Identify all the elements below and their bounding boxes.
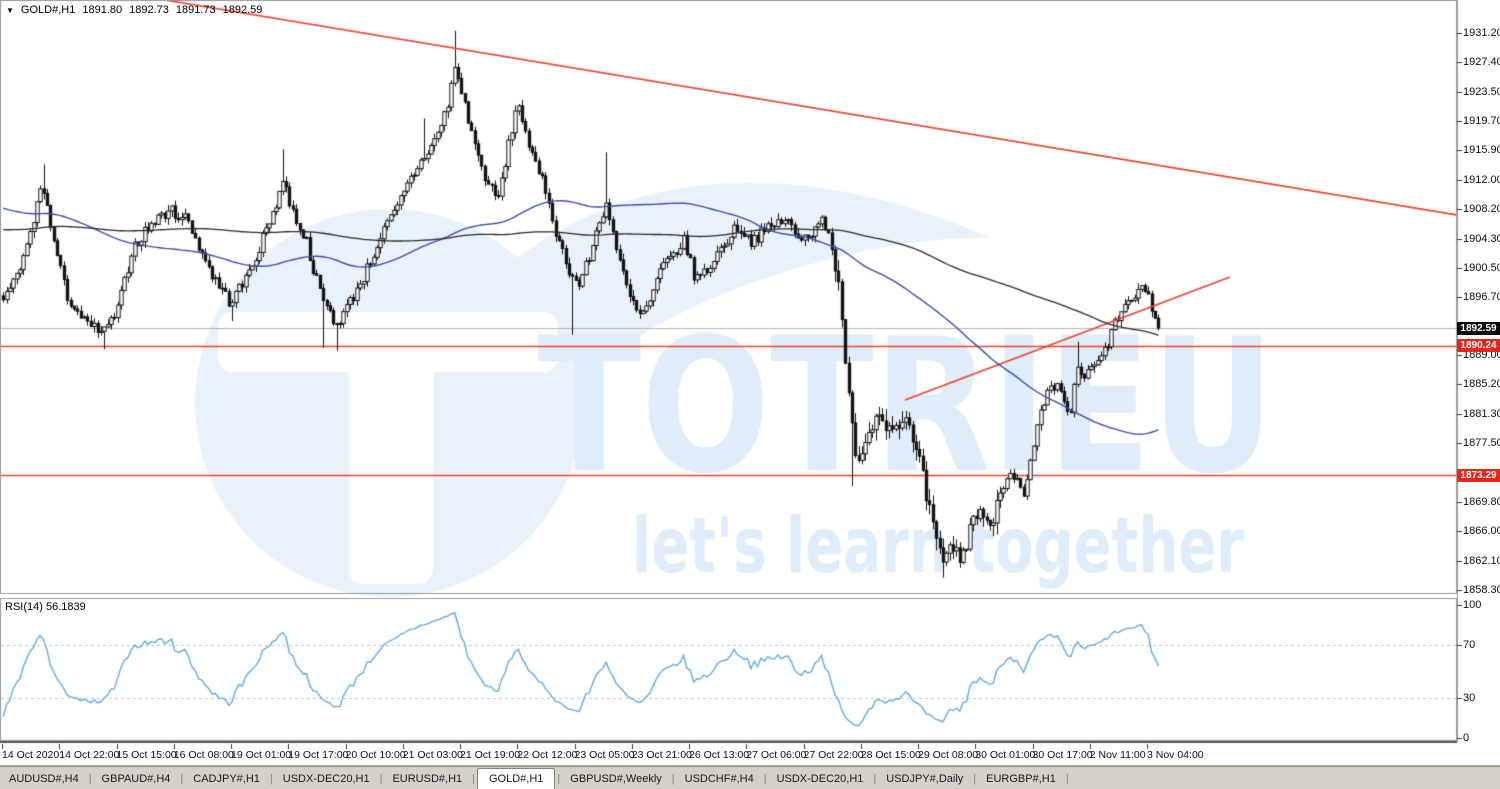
time-tick-label: 30 Oct 01:00 (975, 749, 1036, 761)
bar-close-value: 1892.59 (222, 4, 263, 16)
symbol-dropdown-icon[interactable]: ▼ (6, 5, 14, 15)
price-tick-label: 1908.20 (1463, 202, 1500, 215)
price-marker-1873.29: 1873.29 (1457, 468, 1500, 482)
tab-eurgbp-h1[interactable]: EURGBP#,H1 (986, 772, 1056, 785)
tab-gbpaud-h4[interactable]: GBPAUD#,H4 (101, 772, 171, 785)
price-tick-label: 1877.50 (1463, 437, 1500, 450)
rsi-tick-label: 30 (1463, 692, 1476, 705)
time-tick-label: 21 Oct 19:00 (460, 749, 521, 761)
rsi-tick-label: 100 (1463, 599, 1482, 611)
time-tick-label: 30 Oct 17:00 (1032, 749, 1093, 761)
time-tick-label: 16 Oct 08:00 (173, 749, 234, 761)
rsi-tick-label: 70 (1463, 638, 1476, 651)
time-tick-label: 15 Oct 15:00 (116, 749, 177, 761)
tab-usdjpy-daily[interactable]: USDJPY#,Daily (886, 772, 964, 785)
tab-gold-h1[interactable]: GOLD#,H1 (477, 767, 556, 789)
tab-separator: | (180, 772, 184, 785)
time-tick-label: 23 Oct 21:00 (631, 749, 692, 761)
price-tick-label: 1900.50 (1463, 261, 1500, 274)
price-tick-label: 1862.10 (1463, 554, 1500, 567)
time-tick-label: 21 Oct 03:00 (402, 749, 463, 761)
tab-separator: | (472, 772, 475, 785)
tab-cadjpy-h1[interactable]: CADJPY#,H1 (193, 772, 260, 785)
price-tick-label: 1885.20 (1463, 378, 1500, 391)
price-tick-label: 1923.50 (1463, 85, 1500, 98)
tab-separator: | (671, 772, 675, 785)
time-tick-label: 27 Oct 06:00 (746, 749, 807, 761)
time-tick-label: 23 Oct 05:00 (574, 749, 635, 761)
bar-high-value: 1892.73 (129, 4, 169, 16)
rsi-indicator-value: 56.1839 (45, 601, 86, 613)
tab-eurusd-h1[interactable]: EURUSD#,H1 (392, 772, 463, 785)
chart-tab-bar: AUDUSD#,H4 | GBPAUD#,H4 | CADJPY#,H1 | USDX-DE… (0, 766, 1500, 789)
price-tick-label: 1931.20 (1463, 27, 1500, 39)
rsi-indicator-name: RSI(14) (5, 601, 43, 613)
price-tick-label: 1904.30 (1463, 232, 1500, 245)
tab-usdchf-h4[interactable]: USDCHF#,H4 (684, 772, 754, 785)
price-tick-label: 1912.00 (1463, 173, 1500, 186)
tab-separator: | (269, 772, 273, 785)
time-tick-label: 19 Oct 17:00 (288, 749, 349, 761)
price-tick-label: 1866.00 (1463, 525, 1500, 538)
tab-separator: | (379, 772, 383, 785)
tab-separator: | (557, 772, 561, 785)
time-tick-label: 26 Oct 13:00 (689, 749, 750, 761)
tab-usdx-dec20-h1[interactable]: USDX-DEC20,H1 (282, 772, 370, 785)
time-tick-label: 27 Oct 22:00 (803, 749, 864, 761)
price-chart-pane[interactable] (0, 0, 1457, 593)
tab-separator: | (1065, 772, 1069, 785)
time-tick-label: 20 Oct 10:00 (345, 749, 406, 761)
price-axis[interactable] (1457, 0, 1500, 742)
price-tick-label: 1915.90 (1463, 143, 1500, 156)
symbol-header: ▼ GOLD#,H1 1891.80 1892.73 1891.73 1892.… (6, 4, 262, 16)
price-tick-label: 1869.80 (1463, 496, 1500, 509)
time-tick-label: 28 Oct 15:00 (860, 749, 921, 761)
tab-gbpusd-weekly[interactable]: GBPUSD#,Weekly (570, 772, 662, 785)
tab-separator: | (873, 772, 877, 785)
tab-separator: | (88, 772, 92, 785)
time-tick-label: 22 Oct 12:00 (517, 749, 578, 761)
rsi-tick-label: 0 (1463, 732, 1470, 744)
price-marker-1890.24: 1890.24 (1457, 339, 1500, 353)
price-marker-1892.59: 1892.59 (1457, 321, 1500, 335)
price-tick-label: 1896.70 (1463, 290, 1500, 303)
tab-audusd-h4[interactable]: AUDUSD#,H4 (9, 772, 79, 785)
time-tick-label: 2 Nov 11:00 (1089, 749, 1146, 761)
rsi-indicator-pane[interactable] (0, 598, 1457, 741)
time-tick-label: 14 Oct 2020 (2, 749, 60, 761)
rsi-label: RSI(14) 56.1839 (5, 601, 86, 613)
price-tick-label: 1919.70 (1463, 114, 1500, 127)
time-tick-label: 29 Oct 08:00 (918, 749, 979, 761)
price-tick-label: 1881.30 (1463, 408, 1500, 421)
tab-usdx-dec20-h1[interactable]: USDX-DEC20,H1 (776, 772, 864, 785)
bar-low-value: 1891.73 (175, 4, 216, 16)
symbol-name: GOLD#,H1 (20, 4, 76, 16)
time-tick-label: 14 Oct 22:00 (59, 749, 120, 761)
bar-open-value: 1891.80 (82, 4, 123, 16)
time-tick-label: 19 Oct 01:00 (231, 749, 292, 761)
tab-separator: | (763, 772, 767, 785)
price-tick-label: 1858.30 (1463, 584, 1500, 596)
time-tick-label: 3 Nov 04:00 (1147, 749, 1204, 761)
price-tick-label: 1927.40 (1463, 56, 1500, 69)
tab-separator: | (973, 772, 977, 785)
